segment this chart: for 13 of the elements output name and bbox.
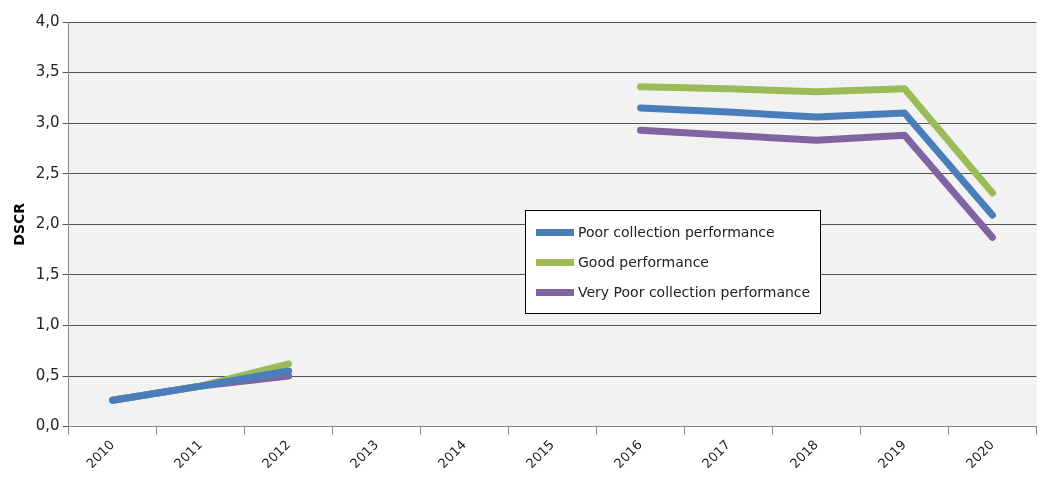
y-tick-label: 2,5: [35, 163, 60, 182]
y-tick-label: 4,0: [35, 11, 60, 30]
y-tick-label: 1,0: [35, 315, 60, 334]
y-tick-label: 2,0: [35, 214, 60, 233]
y-tick-label: 0,5: [35, 365, 60, 384]
y-axis-title: DSCR: [11, 202, 28, 246]
legend-label: Poor collection performance: [577, 223, 776, 242]
y-tick-label: 3,0: [35, 113, 60, 132]
legend-label: Good performance: [577, 253, 710, 272]
y-tick-label: 0,0: [35, 416, 60, 435]
y-tick-label: 3,5: [35, 62, 60, 81]
y-tick-label: 1,5: [35, 264, 60, 283]
legend-label: Very Poor collection performance: [577, 283, 811, 302]
